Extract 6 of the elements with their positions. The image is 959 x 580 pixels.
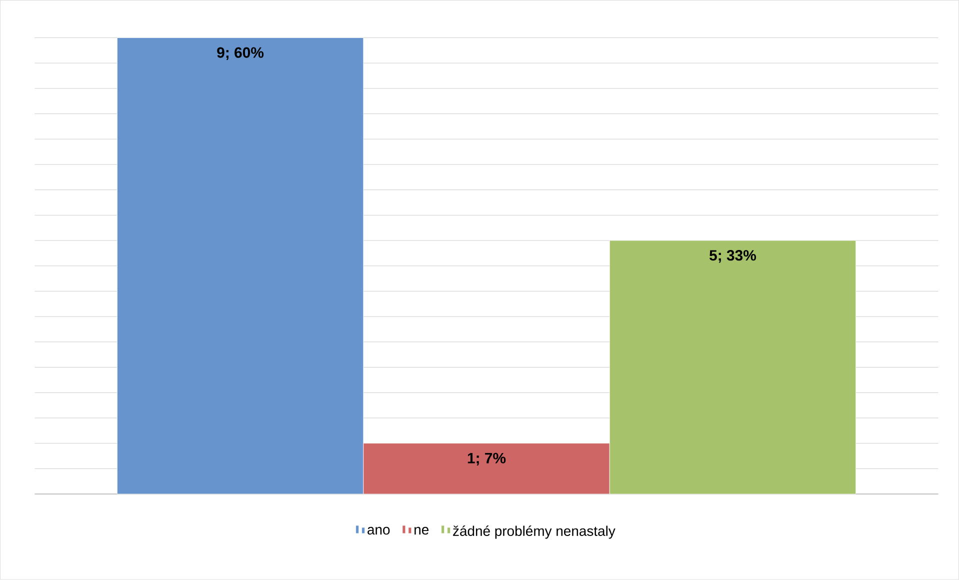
data-label: 5; 33%	[709, 250, 756, 263]
legend-label: ano	[368, 527, 390, 535]
legend-label: žádné problémy nenastaly	[453, 526, 616, 539]
data-label: 1; 7%	[468, 452, 506, 466]
legend-label: ne	[414, 527, 429, 535]
data-label: 9; 60%	[217, 47, 264, 60]
